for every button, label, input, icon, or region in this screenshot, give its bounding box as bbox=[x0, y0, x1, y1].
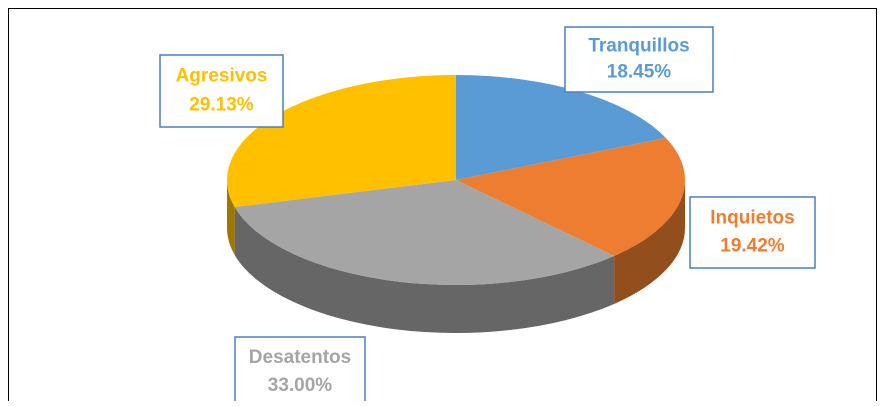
pie-slice bbox=[227, 75, 456, 207]
category-label: Inquietos bbox=[710, 207, 794, 228]
label-box bbox=[689, 196, 816, 269]
pie-slice bbox=[456, 75, 666, 180]
pie-side bbox=[227, 180, 235, 255]
value-label: 33.00% bbox=[268, 375, 333, 396]
label-box bbox=[159, 54, 284, 128]
value-label: 29.13% bbox=[189, 94, 254, 115]
label-box bbox=[234, 336, 366, 406]
category-label: Agresivos bbox=[176, 66, 268, 87]
category-label: Desatentos bbox=[249, 347, 351, 368]
category-label: Tranquillos bbox=[588, 36, 689, 57]
pie-side bbox=[614, 180, 685, 304]
chart-frame bbox=[8, 8, 877, 401]
pie-slice bbox=[456, 137, 685, 256]
value-label: 19.42% bbox=[720, 236, 785, 257]
value-label: 18.45% bbox=[607, 62, 672, 83]
pie-side bbox=[234, 206, 615, 333]
pie-slice bbox=[234, 180, 615, 285]
label-box bbox=[564, 26, 714, 93]
